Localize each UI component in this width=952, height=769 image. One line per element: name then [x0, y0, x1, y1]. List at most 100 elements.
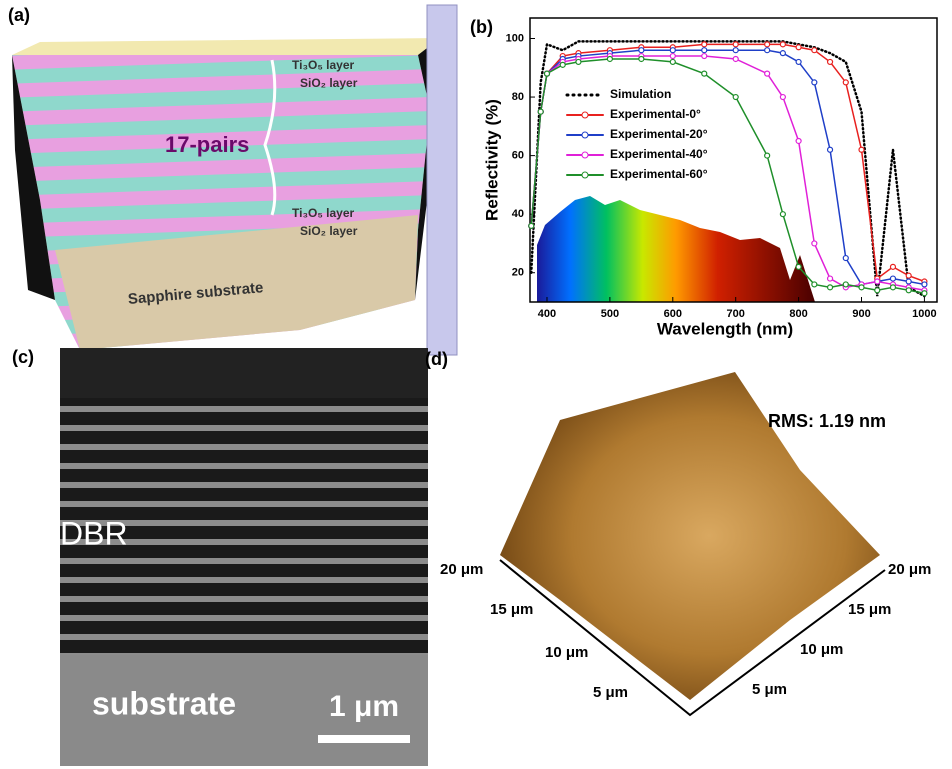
data-point — [922, 282, 927, 287]
data-point — [843, 282, 848, 287]
data-point — [843, 80, 848, 85]
data-point — [843, 256, 848, 261]
data-point — [875, 288, 880, 293]
data-point — [812, 282, 817, 287]
spectrum — [537, 196, 815, 302]
data-point — [576, 59, 581, 64]
layer-label: SiO₂ layer — [300, 224, 358, 238]
data-point — [796, 59, 801, 64]
data-point — [560, 62, 565, 67]
data-point — [922, 291, 927, 296]
data-point — [765, 42, 770, 47]
data-point — [765, 48, 770, 53]
data-point — [733, 95, 738, 100]
data-point — [796, 264, 801, 269]
axis-tick-label: 5 μm — [752, 681, 787, 698]
data-point — [812, 80, 817, 85]
panel-c: (c) DBR substrate 1 μm — [12, 347, 428, 766]
data-point — [765, 71, 770, 76]
y-tick-label: 60 — [512, 150, 524, 162]
y-tick-label: 20 — [512, 267, 524, 279]
data-point — [828, 285, 833, 290]
y-tick-label: 100 — [506, 32, 524, 44]
axis-tick-label: 10 μm — [545, 644, 588, 661]
data-point — [780, 95, 785, 100]
data-point — [890, 276, 895, 281]
data-point — [765, 153, 770, 158]
legend-label: Experimental-20° — [610, 127, 708, 141]
panel-d: (d) RMS: 1.19 nm 20 μm 15 μm 10 μm 5 μm … — [425, 349, 931, 715]
legend-marker — [582, 152, 588, 158]
data-point — [828, 147, 833, 152]
data-point — [828, 59, 833, 64]
x-tick-label: 800 — [789, 308, 807, 320]
pairs-label: 17-pairs — [165, 132, 249, 157]
data-point — [828, 276, 833, 281]
legend-label: Experimental-60° — [610, 167, 708, 181]
axis-tick-label: 15 μm — [848, 601, 891, 618]
data-point — [670, 48, 675, 53]
x-tick-label: 500 — [601, 308, 619, 320]
data-point — [812, 48, 817, 53]
legend-label: Simulation — [610, 87, 671, 101]
layer-label: Ti₃O₅ layer — [292, 206, 355, 220]
panel-label: (b) — [470, 17, 493, 37]
panel-label: (c) — [12, 347, 34, 367]
data-point — [538, 109, 543, 114]
legend-marker — [582, 132, 588, 138]
x-tick-label: 400 — [538, 308, 556, 320]
y-axis-label: Reflectivity (%) — [482, 99, 501, 221]
data-point — [733, 48, 738, 53]
data-point — [859, 285, 864, 290]
figure: (a) Ti₃O₅ layer SiO₂ layer 17-pairs Ti₃O… — [0, 0, 952, 769]
panel-b: (b) Wavelength (nm) Reflectivity (%) 20 4… — [470, 17, 937, 339]
data-point — [780, 42, 785, 47]
data-point — [544, 71, 549, 76]
data-point — [796, 138, 801, 143]
thickness-strip — [427, 5, 457, 355]
x-tick-label: 700 — [727, 308, 745, 320]
data-point — [702, 42, 707, 47]
x-tick-label: 1000 — [912, 308, 936, 320]
y-tick-label: 80 — [512, 91, 524, 103]
x-tick-label: 600 — [664, 308, 682, 320]
data-point — [906, 273, 911, 278]
data-point — [906, 279, 911, 284]
data-point — [733, 42, 738, 47]
rms-label: RMS: 1.19 nm — [768, 411, 886, 431]
axis-tick-label: 20 μm — [888, 561, 931, 578]
scale-bar-label: 1 μm — [329, 690, 399, 723]
data-point — [890, 285, 895, 290]
data-point — [780, 51, 785, 56]
legend-label: Experimental-40° — [610, 147, 708, 161]
data-point — [607, 56, 612, 61]
data-point — [890, 264, 895, 269]
layer-label: SiO₂ layer — [300, 76, 358, 90]
data-point — [796, 45, 801, 50]
legend-label: Experimental-0° — [610, 107, 701, 121]
x-axis-label: Wavelength (nm) — [657, 319, 793, 338]
axis-tick-label: 20 μm — [440, 561, 483, 578]
panel-label: (d) — [425, 349, 448, 369]
dbr-label: DBR — [60, 515, 128, 551]
data-point — [702, 71, 707, 76]
data-point — [875, 279, 880, 284]
scale-bar — [318, 735, 410, 743]
data-point — [639, 56, 644, 61]
legend-marker — [582, 112, 588, 118]
data-point — [639, 48, 644, 53]
legend-marker — [582, 172, 588, 178]
axis-tick-label: 5 μm — [593, 684, 628, 701]
panel-label: (a) — [8, 5, 30, 25]
data-point — [670, 59, 675, 64]
substrate-label: substrate — [92, 685, 236, 721]
data-point — [859, 147, 864, 152]
data-point — [812, 241, 817, 246]
data-point — [529, 223, 534, 228]
x-tick-label: 900 — [852, 308, 870, 320]
data-point — [733, 56, 738, 61]
data-point — [780, 212, 785, 217]
data-point — [702, 54, 707, 59]
y-tick-label: 40 — [512, 208, 524, 220]
layer-label: Ti₃O₅ layer — [292, 58, 355, 72]
